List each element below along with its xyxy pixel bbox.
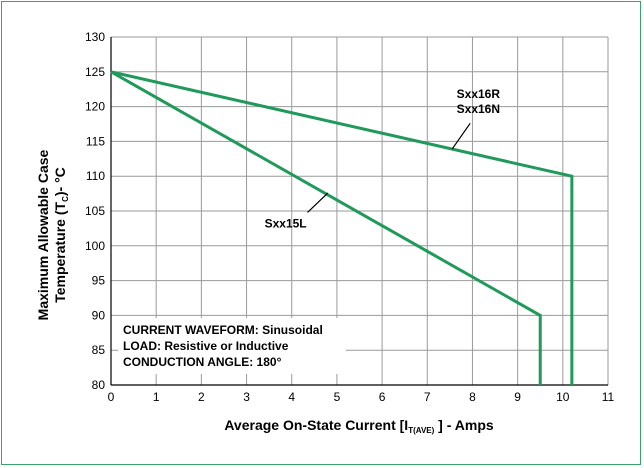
y-tick-label: 120 [85,100,105,114]
y-axis-title-line-2-main: Temperature (T [52,201,68,302]
x-tick-label: 6 [379,390,386,404]
series-label-sxx15l: Sxx15L [265,217,307,231]
series-line-sxx15l [110,70,542,385]
x-tick-label: 0 [108,390,115,404]
series-leader-sxx15l [307,192,329,213]
y-axis-title-unit: )- °C [52,167,68,196]
y-tick-label: 100 [85,239,105,253]
ticks: 0 1 2 3 4 5 6 7 8 9 10 11 80 85 90 95 100 105 110 115 120 125… [85,30,615,404]
y-axis-title-line-1: Maximum Allowable Case [35,149,51,320]
x-tick-label: 8 [469,390,476,404]
y-tick-label: 115 [86,134,105,148]
series-line-sxx16 [110,70,574,385]
x-axis-title: Average On-State Current [IT(AVE) ] - Am… [224,417,494,435]
y-axis-title-subscript: C [61,196,70,202]
y-tick-label: 105 [85,204,105,218]
x-tick-label: 3 [243,390,250,404]
series-label-sxx16: Sxx16N [457,102,500,116]
y-tick-label: 130 [85,30,105,44]
x-tick-label: 4 [288,390,295,404]
annotation-line-1: CURRENT WAVEFORM: Sinusoidal [123,323,323,337]
y-axis-title: Maximum Allowable Case Temperature (TC)-… [35,149,70,320]
series-layer [110,70,574,385]
x-tick-label: 11 [602,390,615,404]
y-tick-label: 125 [85,65,105,79]
x-axis-title-unit: ] - Amps [434,417,494,433]
x-tick-label: 2 [198,390,205,404]
y-axis-title-line-2: Temperature (TC)- °C [52,167,70,303]
series-leader-sxx16 [451,122,471,150]
x-tick-label: 5 [334,390,341,404]
y-tick-label: 85 [92,343,106,357]
x-tick-label: 1 [153,390,160,404]
x-tick-label: 10 [556,390,570,404]
x-axis-title-main: Average On-State Current [I [224,417,408,433]
x-axis-title-subscript: T(AVE) [408,426,434,435]
y-tick-label: 90 [92,308,106,322]
y-tick-label: 110 [86,169,105,183]
x-tick-label: 7 [424,390,431,404]
series-label-sxx16: Sxx16R [457,87,501,101]
annotation-line-3: CONDUCTION ANGLE: 180° [123,355,282,369]
annotation-box [118,318,346,374]
annotation-line-2: LOAD: Resistive or Inductive [123,339,289,353]
y-tick-label: 95 [92,274,106,288]
y-tick-label: 80 [92,378,106,392]
x-tick-label: 9 [514,390,521,404]
